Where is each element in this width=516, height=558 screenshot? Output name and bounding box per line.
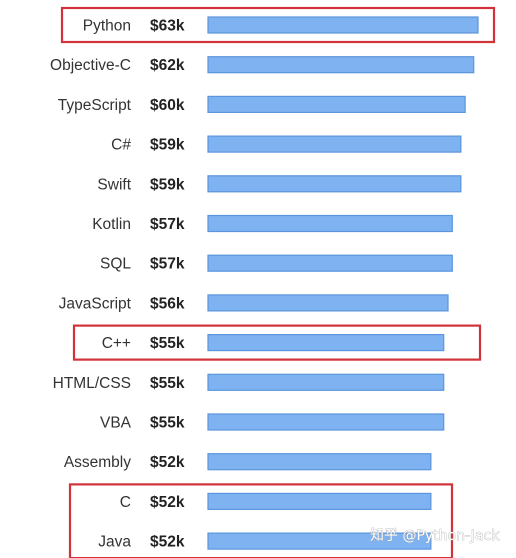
- bar-layer: [207, 16, 479, 550]
- category-label-c: C: [120, 494, 131, 511]
- category-label-sql: SQL: [100, 256, 131, 273]
- value-label-kotlin: $57k: [150, 216, 185, 233]
- highlight-box-python: [60, 6, 496, 44]
- category-label-swift: Swift: [97, 176, 131, 193]
- category-label-c: C++: [102, 335, 131, 352]
- highlight-layer: [60, 6, 496, 558]
- value-label-python: $63k: [150, 18, 185, 35]
- value-label-swift: $59k: [150, 176, 185, 193]
- bar-c: [207, 135, 462, 153]
- category-label-html-css: HTML/CSS: [53, 375, 131, 392]
- value-label-c: $59k: [150, 137, 185, 154]
- value-label-assembly: $52k: [150, 454, 185, 471]
- category-label-python: Python: [83, 18, 131, 35]
- bar-c: [207, 334, 445, 352]
- highlight-box-c-java: [68, 483, 454, 558]
- category-label-vba: VBA: [100, 415, 132, 432]
- highlight-box-c: [72, 324, 482, 361]
- bar-kotlin: [207, 214, 453, 233]
- category-label-objective-c: Objective-C: [50, 57, 131, 74]
- bar-swift: [207, 175, 462, 193]
- bar-javascript: [207, 294, 449, 312]
- bar-typescript: [207, 95, 466, 114]
- value-label-java: $52k: [150, 534, 185, 551]
- bar-sql: [207, 254, 453, 272]
- bar-c: [207, 492, 432, 510]
- value-label-c: $52k: [150, 494, 185, 511]
- value-label-sql: $57k: [150, 256, 185, 273]
- category-label-c: C#: [111, 137, 131, 154]
- value-label-html-css: $55k: [150, 375, 185, 392]
- category-label-java: Java: [98, 534, 131, 551]
- category-label-javascript: JavaScript: [59, 295, 132, 312]
- label-layer: Python $63k Objective-C $62k TypeScript $60k C…: [50, 18, 185, 551]
- bar-python: [207, 16, 479, 34]
- bar-assembly: [207, 453, 432, 471]
- bar-java: [207, 532, 432, 550]
- category-label-typescript: TypeScript: [58, 97, 132, 114]
- category-label-assembly: Assembly: [64, 454, 131, 471]
- value-label-javascript: $56k: [150, 295, 185, 312]
- value-label-c: $55k: [150, 335, 185, 352]
- watermark-text: 知乎 @Python-Jack: [370, 527, 500, 544]
- bar-vba: [207, 413, 445, 431]
- value-label-vba: $55k: [150, 415, 185, 432]
- bar-objective-c: [207, 56, 475, 74]
- bar-html-css: [207, 373, 445, 391]
- value-label-typescript: $60k: [150, 97, 185, 114]
- category-label-kotlin: Kotlin: [92, 216, 131, 233]
- value-label-objective-c: $62k: [150, 57, 185, 74]
